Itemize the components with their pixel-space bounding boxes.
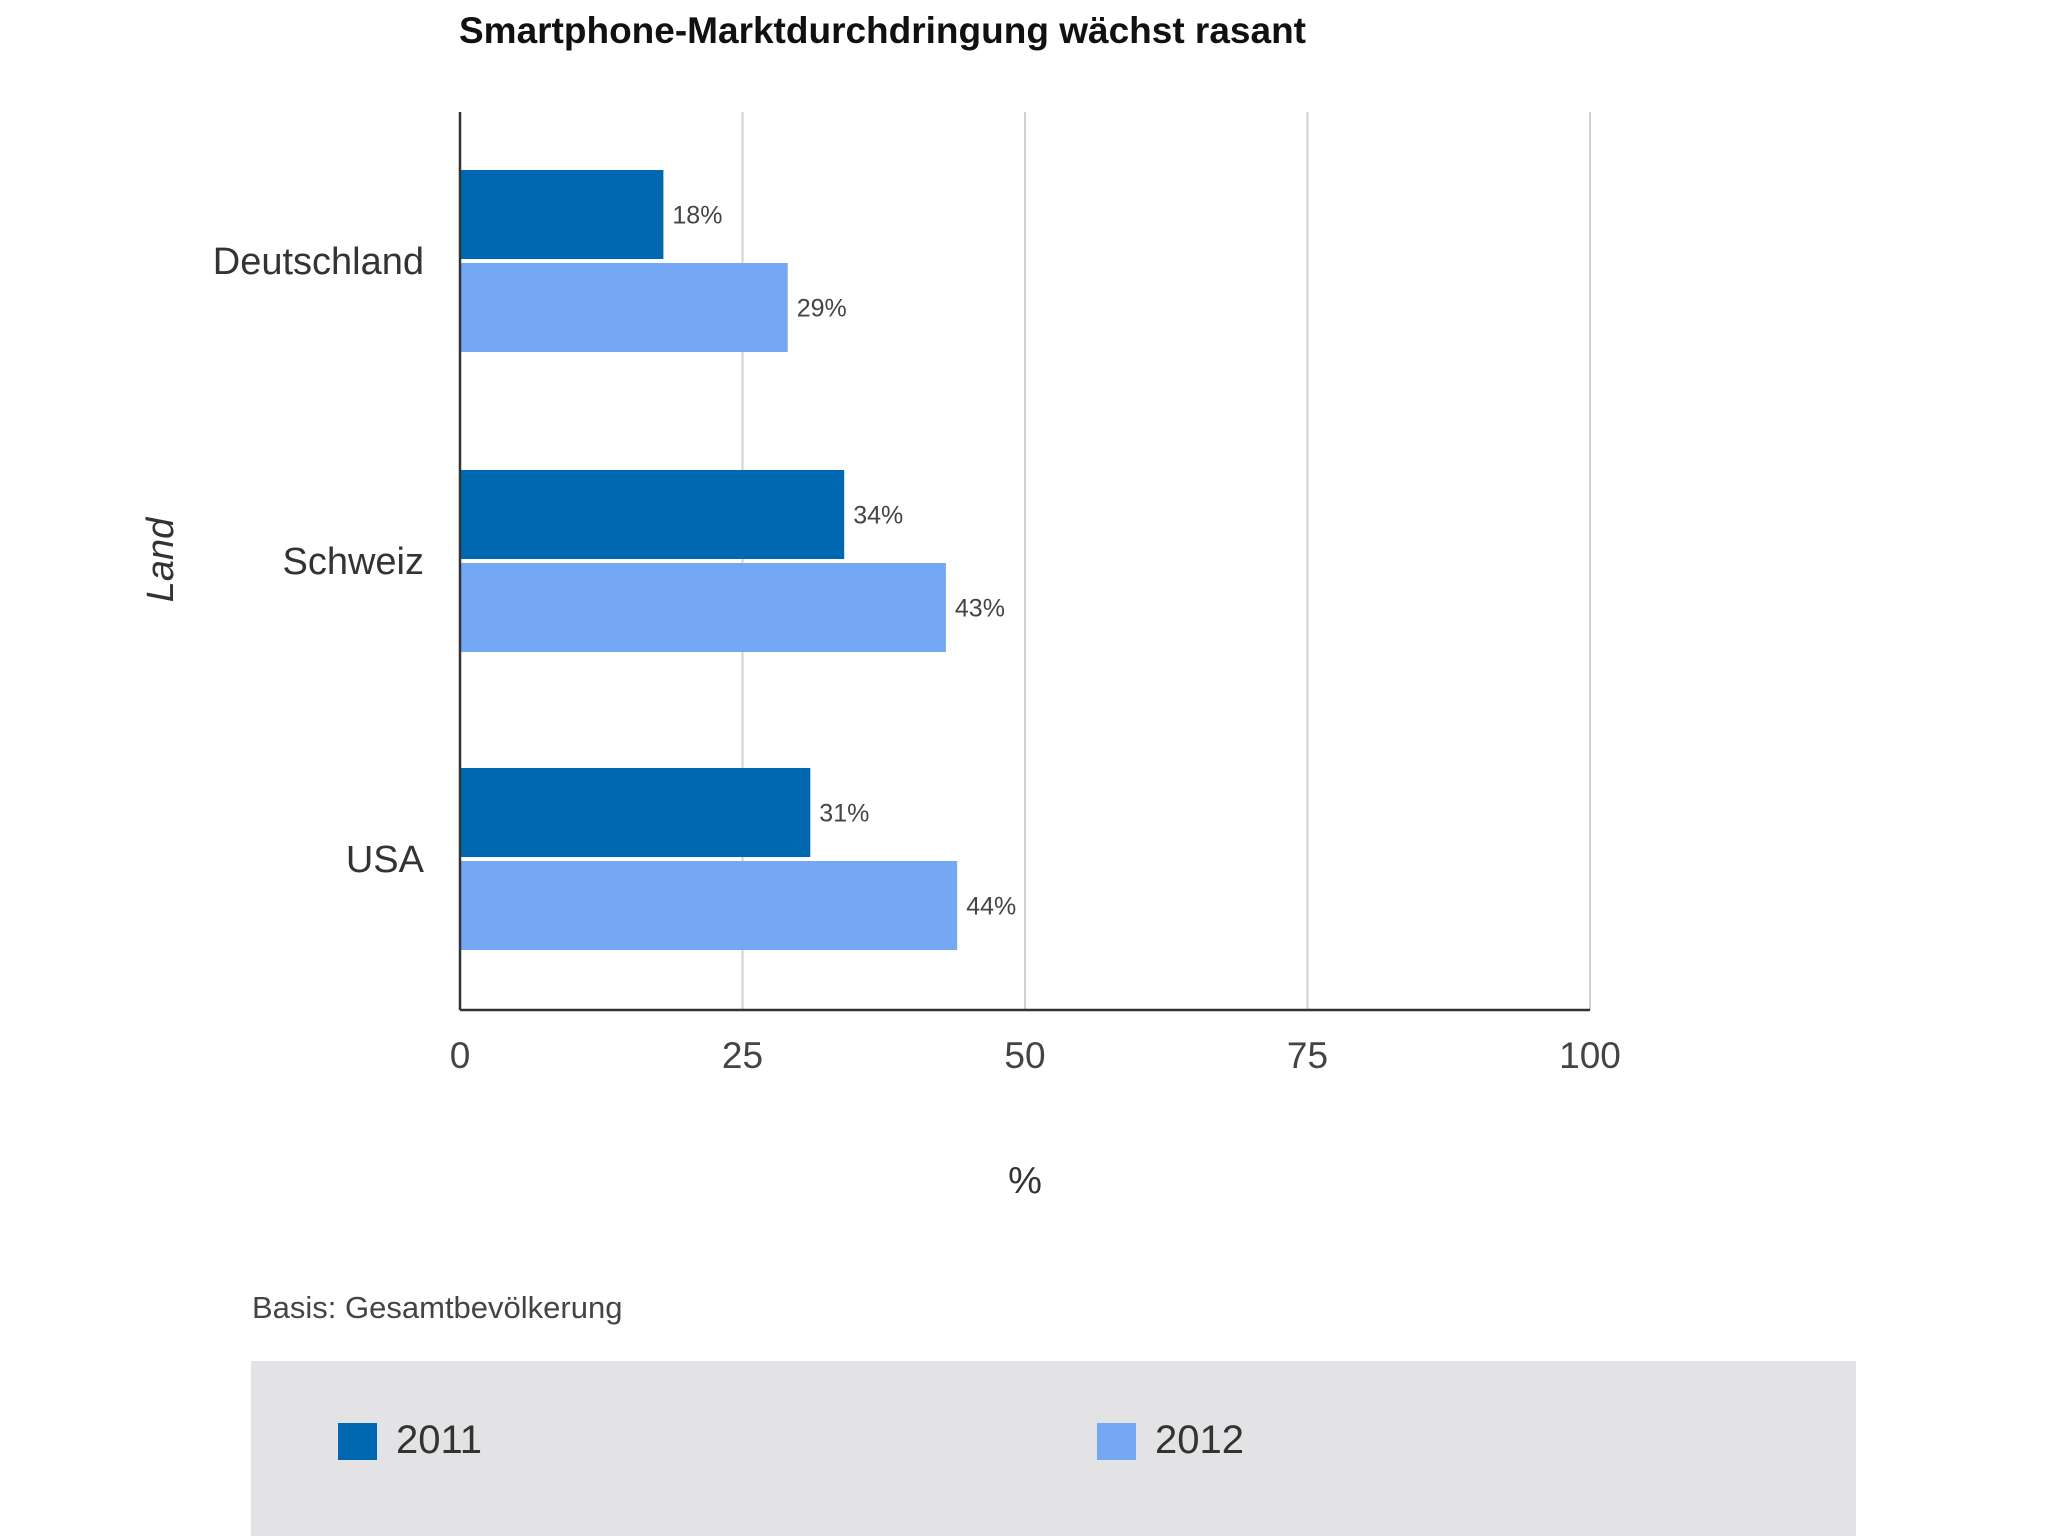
data-label-deutschland-2012: 29% xyxy=(797,295,847,323)
legend: 2011 2012 xyxy=(251,1361,1856,1536)
x-axis-title: % xyxy=(1008,1160,1042,1202)
data-label-deutschland-2011: 18% xyxy=(672,202,722,230)
y-axis-title: Land xyxy=(140,516,182,602)
data-label-usa-2011: 31% xyxy=(819,800,869,828)
axes xyxy=(458,112,1590,1012)
x-tick-label-25: 25 xyxy=(722,1035,763,1076)
legend-swatch-2012 xyxy=(1097,1423,1136,1460)
bar-deutschland-2012 xyxy=(460,263,788,352)
grid-lines xyxy=(741,112,1591,1010)
bars xyxy=(460,170,958,950)
bar-usa-2012 xyxy=(460,861,958,950)
data-label-schweiz-2011: 34% xyxy=(853,502,903,530)
x-tick-label-100: 100 xyxy=(1559,1035,1621,1076)
bar-usa-2011 xyxy=(460,768,811,857)
bar-deutschland-2011 xyxy=(460,170,664,259)
legend-background xyxy=(251,1361,1856,1536)
legend-swatch-2011 xyxy=(338,1423,377,1460)
chart-title: Smartphone-Marktdurchdringung wächst ras… xyxy=(459,10,1306,51)
category-label-usa: USA xyxy=(346,839,425,881)
legend-label-2012: 2012 xyxy=(1155,1418,1244,1462)
bar-schweiz-2012 xyxy=(460,563,946,652)
category-label-deutschland: Deutschland xyxy=(213,241,424,283)
x-tick-label-50: 50 xyxy=(1004,1035,1045,1076)
category-label-schweiz: Schweiz xyxy=(283,541,425,583)
data-label-usa-2012: 44% xyxy=(966,893,1016,921)
labels: 0 25 50 75 100 18% 29% Deutschland 34% 43% Schweiz… xyxy=(213,202,1621,1077)
bar-schweiz-2011 xyxy=(460,470,845,559)
legend-label-2011: 2011 xyxy=(396,1418,482,1462)
x-tick-label-75: 75 xyxy=(1287,1035,1328,1076)
basis-footnote: Basis: Gesamtbevölkerung xyxy=(252,1290,622,1325)
data-label-schweiz-2012: 43% xyxy=(955,595,1005,623)
x-tick-label-0: 0 xyxy=(450,1035,471,1076)
